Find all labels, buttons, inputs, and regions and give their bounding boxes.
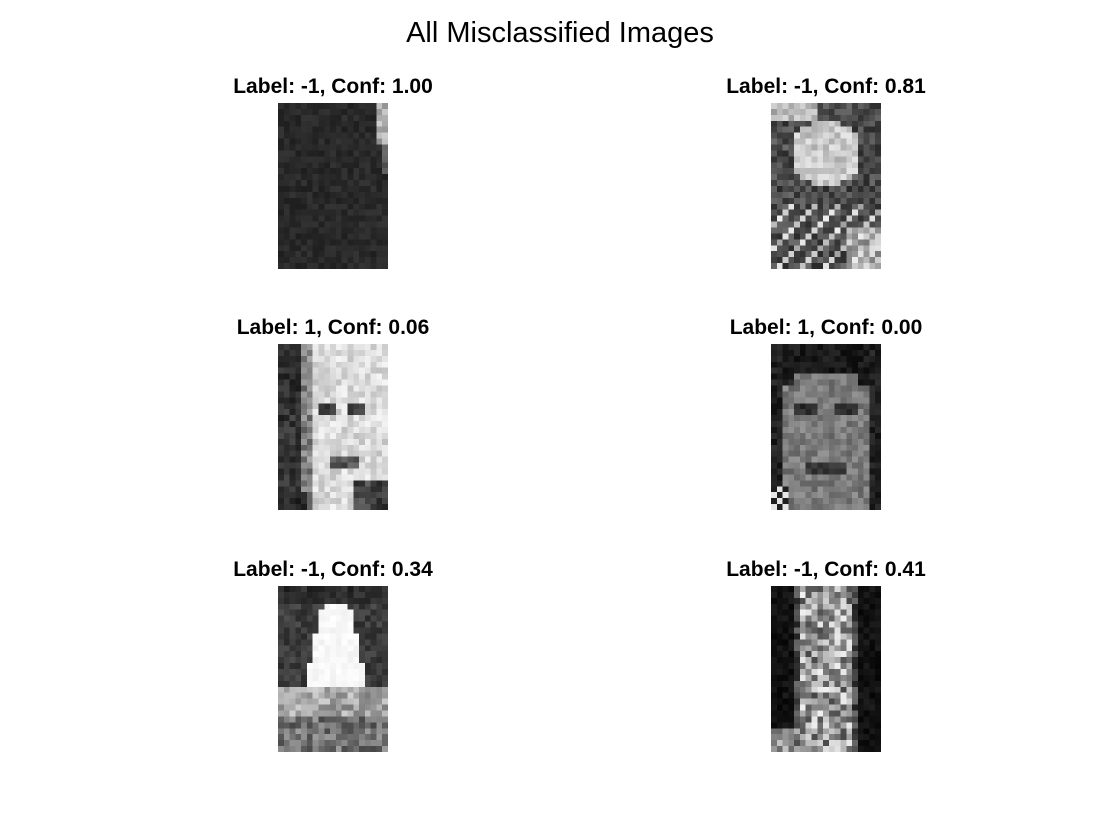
thumbnail-pixels — [278, 344, 388, 510]
image-thumbnail — [771, 586, 881, 752]
image-thumbnail — [278, 344, 388, 510]
thumbnail-pixels — [771, 103, 881, 269]
panel-title: Label: -1, Conf: 0.41 — [726, 558, 926, 581]
figure-title: All Misclassified Images — [406, 17, 714, 49]
image-thumbnail — [771, 103, 881, 269]
panel-title: Label: -1, Conf: 0.81 — [726, 75, 926, 98]
thumbnail-pixels — [278, 103, 388, 269]
panel-title: Label: -1, Conf: 1.00 — [233, 75, 433, 98]
image-thumbnail — [278, 586, 388, 752]
thumbnail-pixels — [771, 344, 881, 510]
panel-title: Label: 1, Conf: 0.00 — [729, 316, 923, 339]
image-thumbnail — [278, 103, 388, 269]
panel-title: Label: -1, Conf: 0.34 — [233, 558, 433, 581]
thumbnail-pixels — [771, 586, 881, 752]
panel-title: Label: 1, Conf: 0.06 — [236, 316, 430, 339]
thumbnail-pixels — [278, 586, 388, 752]
image-thumbnail — [771, 344, 881, 510]
